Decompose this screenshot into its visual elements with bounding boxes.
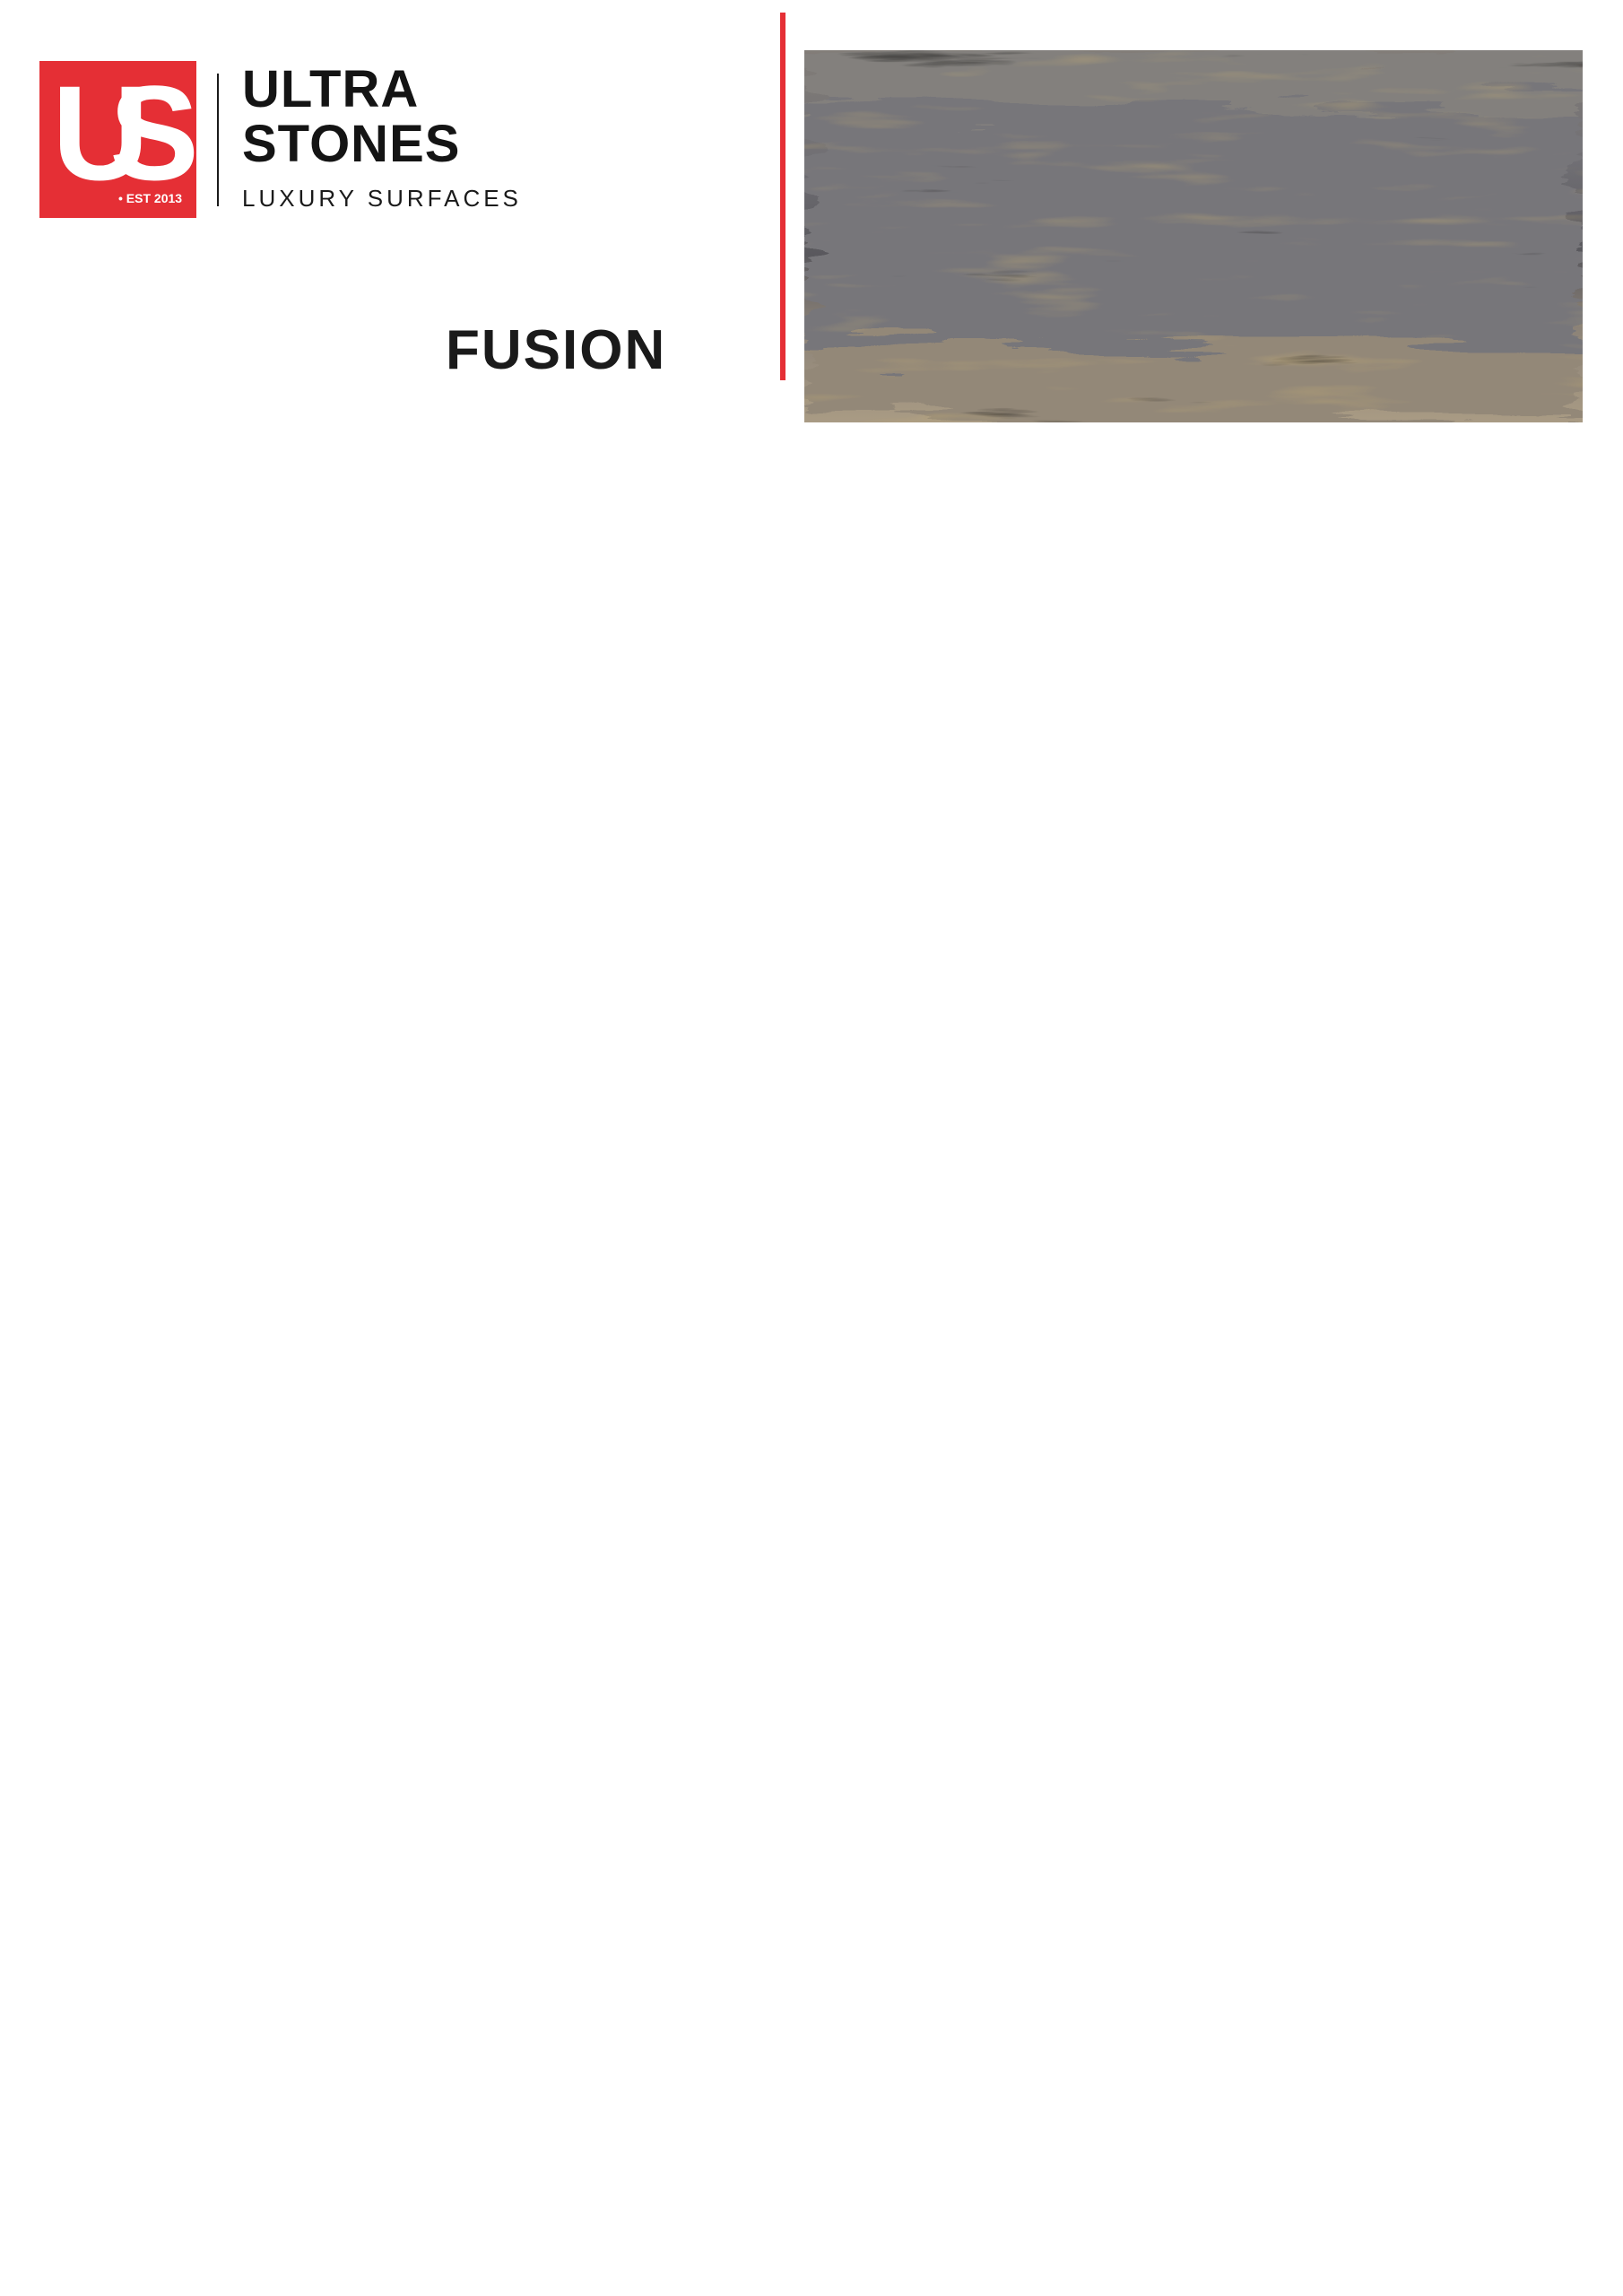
svg-text:• EST 2013: • EST 2013 (118, 191, 182, 205)
svg-text:S: S (109, 61, 196, 208)
